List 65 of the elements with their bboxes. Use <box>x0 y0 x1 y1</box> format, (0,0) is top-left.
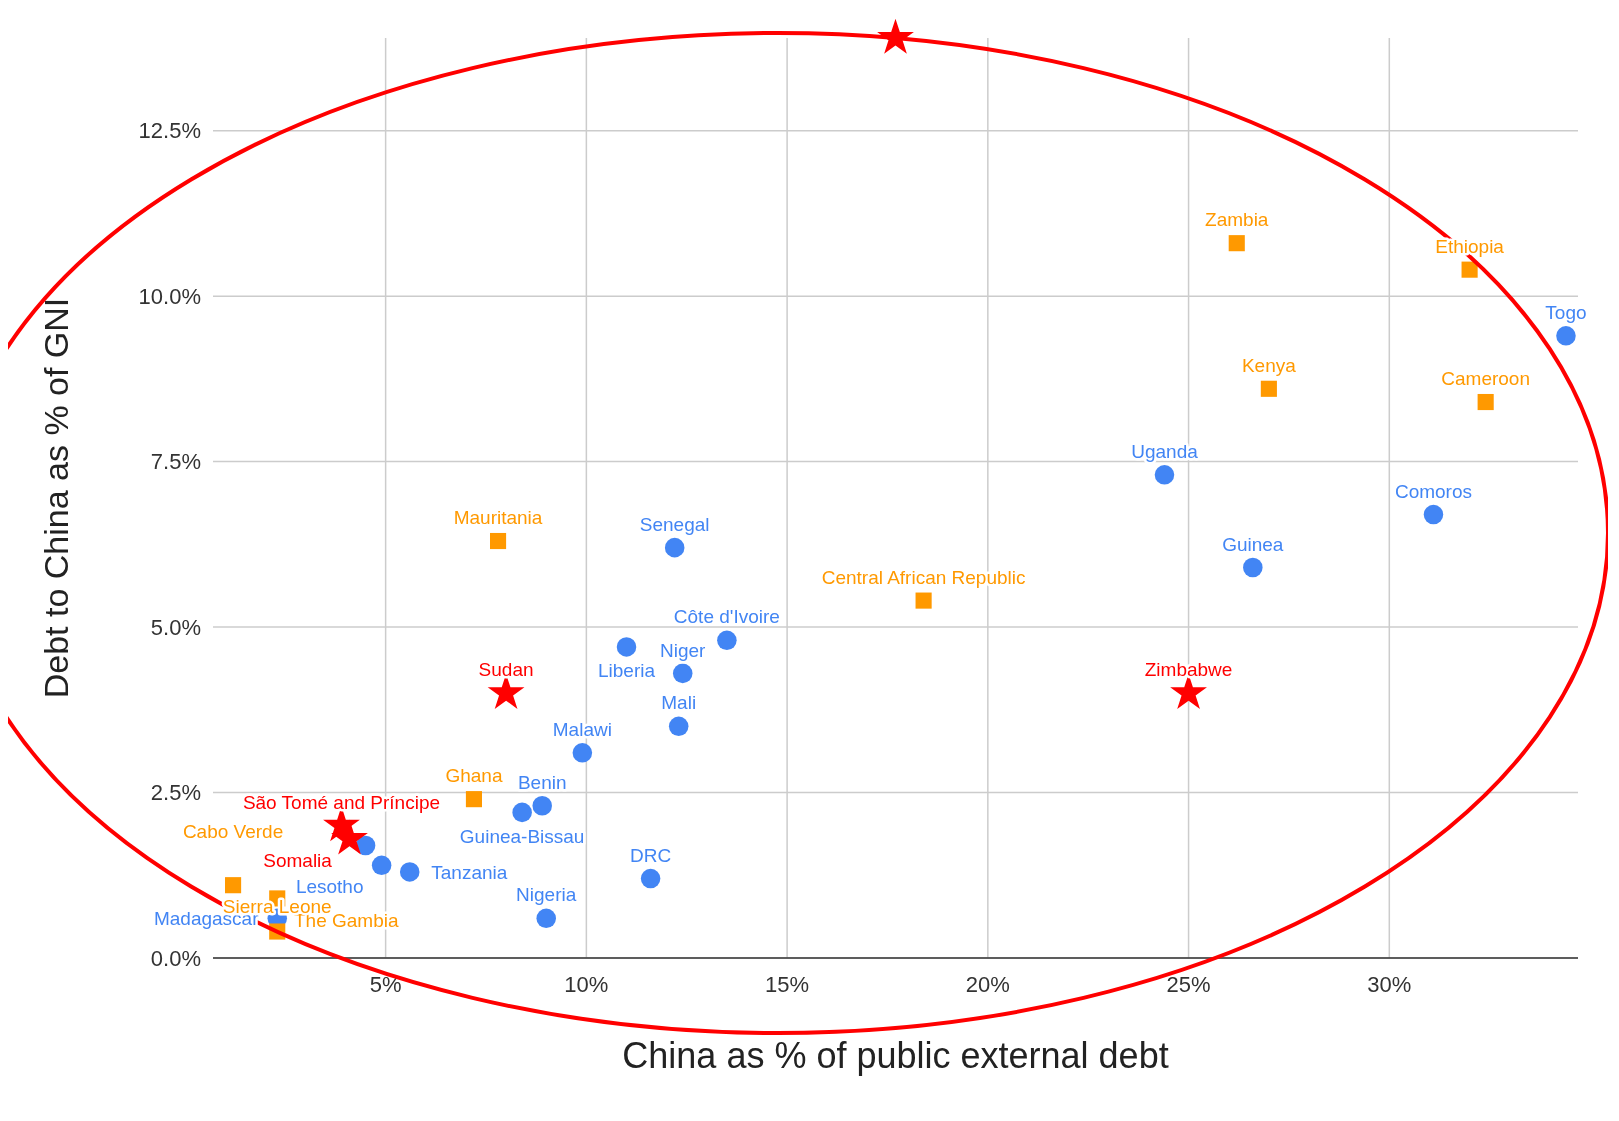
data-label: Uganda <box>1131 440 1199 462</box>
y-tick-label: 2.5% <box>150 780 201 806</box>
point <box>668 716 689 737</box>
y-tick-label: 12.5% <box>138 118 201 144</box>
point <box>616 637 637 657</box>
point <box>915 592 932 609</box>
data-label: Comoros <box>1394 480 1473 502</box>
data-label: Mali <box>661 692 697 714</box>
point <box>640 868 661 889</box>
point <box>717 630 737 651</box>
data-label: Tanzania <box>431 861 508 883</box>
point <box>672 663 693 684</box>
data-label: Zimbabwe <box>1144 659 1233 681</box>
data-label: Ghana <box>445 765 503 787</box>
point <box>536 908 556 929</box>
y-tick-label: 10.0% <box>138 283 201 309</box>
x-tick-label: 30% <box>1367 972 1412 997</box>
data-label: Togo <box>1545 301 1587 323</box>
data-label: Somalia <box>263 850 333 872</box>
data-label: Malawi <box>552 718 612 740</box>
data-label: Cabo Verde <box>182 821 284 843</box>
data-label: Sudan <box>478 659 534 681</box>
x-tick-label: 10% <box>564 972 609 997</box>
point <box>399 862 420 882</box>
data-label: Benin <box>517 771 567 793</box>
x-tick-label: 15% <box>765 972 810 997</box>
y-tick-label: 7.5% <box>150 449 201 475</box>
data-label: Central African Republic <box>821 566 1026 588</box>
point <box>664 537 685 558</box>
point <box>1228 235 1245 252</box>
x-tick-label: 20% <box>965 972 1010 997</box>
data-label: Guinea-Bissau <box>459 825 585 847</box>
y-tick-label: 5.0% <box>150 614 201 640</box>
point <box>465 791 483 808</box>
point <box>225 877 242 894</box>
data-label: Mauritania <box>453 507 543 529</box>
data-label: Senegal <box>639 513 710 535</box>
point <box>1461 261 1478 278</box>
data-label: Liberia <box>597 660 656 682</box>
data-label: Cameroon <box>1441 368 1531 390</box>
data-label: DRC <box>630 844 672 866</box>
point <box>1260 380 1277 397</box>
data-label: Niger <box>660 639 707 661</box>
point <box>1154 465 1175 485</box>
data-label: Nigeria <box>516 884 577 906</box>
data-label: São Tomé and Príncipe <box>242 791 441 813</box>
point <box>371 855 392 876</box>
data-label: Guinea <box>1222 533 1284 555</box>
y-axis-title: Debt to China as % of GNI <box>37 297 75 699</box>
point <box>572 743 593 763</box>
data-label: Zambia <box>1205 209 1269 231</box>
x-tick-label: 5% <box>369 972 402 997</box>
point <box>512 802 532 823</box>
x-tick-label: 25% <box>1166 972 1211 997</box>
point <box>489 532 507 550</box>
y-tick-label: 0.0% <box>150 945 201 971</box>
x-axis-title: China as % of public external debt <box>622 1035 1169 1076</box>
data-label: Côte d'Ivoire <box>673 606 780 628</box>
point <box>1243 557 1263 578</box>
point <box>1556 326 1576 346</box>
point <box>532 796 552 816</box>
point <box>1423 504 1444 525</box>
data-label: Kenya <box>1241 354 1297 376</box>
point <box>1477 393 1494 411</box>
data-label: Lesotho <box>295 876 364 898</box>
